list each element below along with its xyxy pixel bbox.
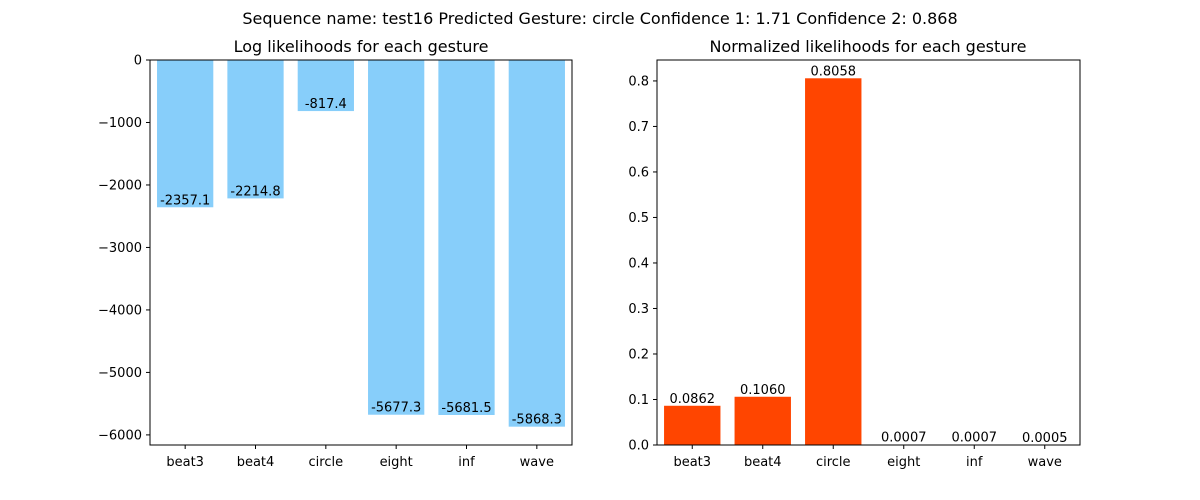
log-likelihood-y-tick-label: −4000 bbox=[98, 303, 142, 318]
normalized-likelihood-bar-label-circle: 0.8058 bbox=[811, 64, 857, 79]
normalized-likelihood-y-tick-label: 0.8 bbox=[628, 74, 649, 89]
normalized-likelihood-y-tick-label: 0.3 bbox=[628, 302, 649, 317]
normalized-likelihood-x-tick-label-inf: inf bbox=[966, 455, 983, 470]
normalized-likelihood-x-tick-label-circle: circle bbox=[816, 455, 851, 470]
log-likelihood-bar-label-eight: -5677.3 bbox=[371, 401, 421, 416]
normalized-likelihood-bars bbox=[664, 78, 1073, 445]
normalized-likelihood-y-axis: 0.0 0.1 0.2 0.3 0.4 0.5 0.6 0.7 0.8 bbox=[628, 74, 657, 454]
log-likelihood-chart: Log likelihoods for each gesture -2357.1… bbox=[98, 37, 573, 470]
normalized-likelihood-bar-circle bbox=[805, 78, 862, 445]
normalized-likelihood-y-tick-label: 0.1 bbox=[628, 393, 649, 408]
log-likelihood-y-tick-label: −3000 bbox=[98, 241, 142, 256]
log-likelihood-bars bbox=[157, 60, 565, 427]
normalized-likelihood-bar-label-beat4: 0.1060 bbox=[740, 383, 786, 398]
normalized-likelihood-bar-label-wave: 0.0005 bbox=[1022, 431, 1068, 446]
log-likelihood-chart-title: Log likelihoods for each gesture bbox=[234, 37, 489, 56]
log-likelihood-bar-circle bbox=[297, 60, 354, 112]
normalized-likelihood-axes-frame bbox=[656, 59, 1081, 446]
normalized-likelihood-bar-label-inf: 0.0007 bbox=[952, 431, 998, 446]
log-likelihood-x-tick-label-beat3: beat3 bbox=[166, 455, 204, 470]
normalized-likelihood-x-tick-label-wave: wave bbox=[1028, 455, 1062, 470]
normalized-likelihood-x-tick-label-beat4: beat4 bbox=[744, 455, 782, 470]
log-likelihood-y-axis: 0 −1000 −2000 −3000 −4000 −5000 −6000 bbox=[98, 54, 150, 443]
log-likelihood-y-tick-label: −1000 bbox=[98, 116, 142, 131]
log-likelihood-bar-beat3 bbox=[157, 60, 214, 208]
normalized-likelihood-y-tick-label: 0.6 bbox=[628, 165, 649, 180]
log-likelihood-x-tick-label-inf: inf bbox=[458, 455, 475, 470]
normalized-likelihood-y-tick-label: 0.0 bbox=[628, 439, 649, 454]
log-likelihood-bar-label-circle: -817.4 bbox=[305, 97, 347, 112]
normalized-likelihood-y-tick-label: 0.7 bbox=[628, 120, 649, 135]
log-likelihood-bar-labels: -2357.1 -2214.8 -817.4 -5677.3 -5681.5 -5868.… bbox=[160, 97, 562, 428]
normalized-likelihood-y-tick-label: 0.5 bbox=[628, 211, 649, 226]
log-likelihood-bar-label-inf: -5681.5 bbox=[441, 401, 491, 416]
log-likelihood-y-tick-label: −2000 bbox=[98, 178, 142, 193]
normalized-likelihood-x-tick-label-eight: eight bbox=[887, 455, 920, 470]
normalized-likelihood-x-tick-label-beat3: beat3 bbox=[673, 455, 711, 470]
log-likelihood-y-tick-label: 0 bbox=[134, 54, 142, 69]
log-likelihood-x-tick-label-beat4: beat4 bbox=[237, 455, 275, 470]
log-likelihood-y-tick-label: −6000 bbox=[98, 428, 142, 443]
log-likelihood-bar-beat4 bbox=[227, 60, 284, 199]
figure-suptitle: Sequence name: test16 Predicted Gesture:… bbox=[242, 9, 957, 28]
normalized-likelihood-bar-label-eight: 0.0007 bbox=[881, 431, 927, 446]
normalized-likelihood-y-tick-label: 0.4 bbox=[628, 256, 649, 271]
log-likelihood-x-tick-label-wave: wave bbox=[520, 455, 554, 470]
log-likelihood-bar-inf bbox=[438, 60, 495, 415]
normalized-likelihood-x-axis: beat3 beat4 circle eight inf wave bbox=[673, 445, 1062, 470]
log-likelihood-bar-eight bbox=[368, 60, 425, 415]
log-likelihood-x-tick-label-eight: eight bbox=[380, 455, 413, 470]
normalized-likelihood-bar-beat3 bbox=[664, 405, 721, 445]
log-likelihood-axes-frame bbox=[149, 59, 573, 446]
log-likelihood-x-tick-label-circle: circle bbox=[309, 455, 344, 470]
normalized-likelihood-chart-title: Normalized likelihoods for each gesture bbox=[709, 37, 1026, 56]
log-likelihood-bar-label-wave: -5868.3 bbox=[512, 413, 562, 428]
normalized-likelihood-bar-labels: 0.0862 0.1060 0.8058 0.0007 0.0007 0.0005 bbox=[670, 64, 1068, 445]
log-likelihood-x-axis: beat3 beat4 circle eight inf wave bbox=[166, 445, 554, 470]
log-likelihood-bar-label-beat4: -2214.8 bbox=[230, 184, 280, 199]
normalized-likelihood-bar-label-beat3: 0.0862 bbox=[670, 392, 716, 407]
normalized-likelihood-chart: Normalized likelihoods for each gesture … bbox=[628, 37, 1081, 470]
normalized-likelihood-y-tick-label: 0.2 bbox=[628, 347, 649, 362]
log-likelihood-bar-wave bbox=[508, 60, 565, 427]
log-likelihood-y-tick-label: −5000 bbox=[98, 366, 142, 381]
normalized-likelihood-bar-beat4 bbox=[734, 396, 791, 445]
log-likelihood-bar-label-beat3: -2357.1 bbox=[160, 193, 210, 208]
